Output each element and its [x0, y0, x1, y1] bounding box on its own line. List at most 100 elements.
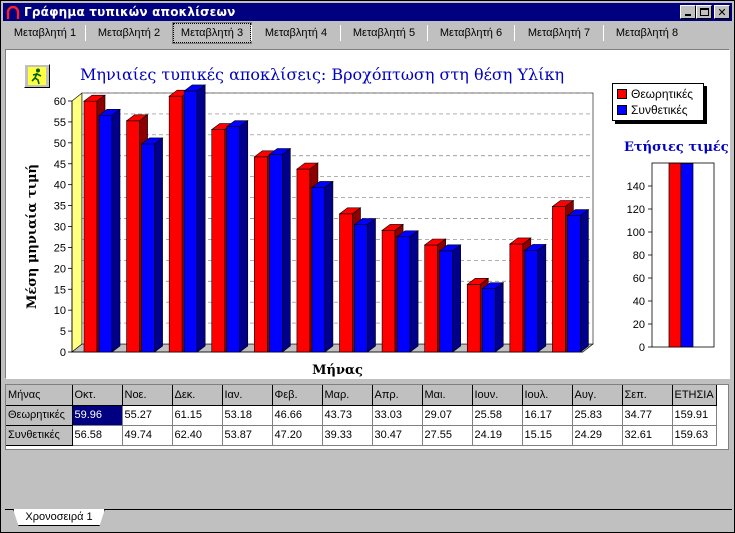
table-header-cell: Ιουν.	[472, 385, 523, 406]
bar-theoretical-front	[424, 244, 438, 353]
window-title: Γράφημα τυπικών αποκλίσεων	[24, 5, 236, 19]
legend-swatch-red	[617, 89, 627, 99]
bar-synthetic-front	[183, 90, 198, 353]
tab-variable-3[interactable]: Μεταβλητή 3	[172, 22, 252, 44]
values-grid[interactable]: Μήνας Οκτ. Νοε. Δεκ. Ιαν. Φεβ. Μαρ. Απρ. Μαι. Ιου…	[5, 384, 729, 450]
table-header-cell: Μαρ.	[322, 385, 373, 406]
running-person-icon	[28, 67, 46, 85]
bar-synthetic	[98, 108, 121, 353]
chart-title: Μηνιαίες τυπικές αποκλίσεις: Βροχόπτωση …	[80, 65, 565, 84]
values-table: Μήνας Οκτ. Νοε. Δεκ. Ιαν. Φεβ. Μαρ. Απρ. Μαι. Ιου…	[6, 385, 717, 446]
close-button[interactable]: ✕	[714, 5, 730, 19]
legend-item-theoretical: Θεωρητικές	[617, 86, 699, 102]
maximize-icon	[699, 8, 709, 16]
bar-theoretical-front	[168, 95, 183, 353]
table-cell[interactable]: 33.03	[372, 405, 423, 426]
table-header-cell: Ιαν.	[222, 385, 273, 406]
table-header-cell: Μήνας	[6, 385, 73, 406]
bar-synthetic-front	[354, 224, 368, 353]
table-cell[interactable]: 15.15	[522, 425, 573, 446]
annual-y-tick-label: 40	[633, 296, 645, 308]
table-cell[interactable]: 34.77	[622, 405, 673, 426]
table-cell[interactable]: 49.74	[122, 425, 173, 446]
legend-swatch-blue	[617, 105, 627, 115]
table-cell[interactable]: 24.29	[572, 425, 623, 446]
table-cell[interactable]: 25.58	[472, 405, 523, 426]
chart-canvas: 0 5 10 15 20 25 30 35 40 45 50 55 60 Μήνας Μέση μηνιαί…	[25, 84, 715, 378]
bar-synthetic	[183, 84, 207, 353]
table-cell[interactable]: 55.27	[122, 405, 173, 426]
title-bar[interactable]: Γράφημα τυπικών αποκλίσεων ✕	[3, 3, 732, 21]
table-cell[interactable]: 56.58	[72, 425, 123, 446]
y-tick-label: 60	[54, 96, 66, 108]
table-row: Συνθετικές 56.58 49.74 62.40 53.87 47.20 39.33…	[6, 425, 717, 446]
table-cell[interactable]: 47.20	[272, 425, 323, 446]
bar-synthetic	[353, 217, 377, 353]
legend: Θεωρητικές Συνθετικές	[612, 83, 704, 121]
table-cell[interactable]: 43.73	[322, 405, 373, 426]
tab-variable-7[interactable]: Μεταβλητή 7	[527, 27, 591, 39]
tab-variable-6[interactable]: Μεταβλητή 6	[439, 27, 503, 39]
bar-theoretical-front	[254, 156, 268, 353]
table-header-row: Μήνας Οκτ. Νοε. Δεκ. Ιαν. Φεβ. Μαρ. Απρ. Μαι. Ιου…	[6, 385, 717, 406]
table-cell[interactable]: 53.18	[222, 405, 273, 426]
table-cell[interactable]: 25.83	[572, 405, 623, 426]
table-cell[interactable]: 59.96	[72, 405, 123, 426]
table-cell[interactable]: 39.33	[322, 425, 373, 446]
bar-synthetic-front	[98, 115, 113, 353]
close-icon: ✕	[717, 5, 727, 19]
bar-synthetic-side	[196, 84, 206, 353]
legend-label-theoretical: Θεωρητικές	[631, 87, 694, 101]
bar-synthetic-side	[324, 180, 334, 353]
bar-synthetic-side	[580, 208, 589, 353]
bar-synthetic-front	[439, 250, 453, 353]
variable-tabs: Μεταβλητή 1 Μεταβλητή 2 Μεταβλητή 3 Μεταβλη…	[5, 22, 690, 45]
table-cell[interactable]: 61.15	[172, 405, 223, 426]
bar-synthetic	[311, 180, 334, 353]
table-header-cell: Δεκ.	[172, 385, 223, 406]
bar-synthetic-front	[481, 288, 496, 353]
bar-synthetic-side	[111, 108, 121, 353]
bar-synthetic-front	[141, 143, 155, 353]
sheet-tab-timeseries-1[interactable]: Χρονοσειρά 1	[13, 509, 105, 526]
table-cell[interactable]: 16.17	[522, 405, 573, 426]
empty-area	[5, 453, 729, 509]
legend-label-synthetic: Συνθετικές	[631, 103, 688, 117]
tab-variable-8[interactable]: Μεταβλητή 8	[615, 27, 679, 39]
bar-synthetic-front	[269, 154, 283, 353]
table-cell[interactable]: 62.40	[172, 425, 223, 446]
table-cell[interactable]: 46.66	[272, 405, 323, 426]
bar-synthetic	[140, 137, 164, 353]
tab-variable-1[interactable]: Μεταβλητή 1	[13, 27, 77, 39]
table-header-cell: Ιουλ.	[522, 385, 573, 406]
table-cell[interactable]: 29.07	[422, 405, 473, 426]
bar-synthetic-side	[452, 244, 461, 353]
maximize-button[interactable]	[696, 5, 712, 19]
sheet-tab-strip: Χρονοσειρά 1	[5, 509, 732, 529]
table-cell[interactable]: 32.61	[622, 425, 673, 446]
bar-synthetic-side	[537, 243, 547, 353]
table-cell[interactable]: 159.91	[672, 405, 717, 426]
bar-theoretical-front	[381, 230, 396, 353]
run-button[interactable]	[24, 64, 50, 88]
minimize-button[interactable]	[680, 5, 696, 19]
y-axis-label: Μέση μηνιαία τιμή	[25, 164, 40, 309]
table-cell[interactable]: 159.63	[672, 425, 717, 446]
table-cell[interactable]: 30.47	[372, 425, 423, 446]
tab-variable-2[interactable]: Μεταβλητή 2	[97, 27, 161, 39]
bar-theoretical-front	[552, 206, 566, 353]
table-cell[interactable]: 53.87	[222, 425, 273, 446]
table-header-cell: Σεπ.	[622, 385, 673, 406]
table-cell[interactable]: 24.19	[472, 425, 523, 446]
bar-theoretical-front	[211, 129, 226, 353]
table-row-label: Θεωρητικές	[6, 405, 73, 426]
tab-variable-4[interactable]: Μεταβλητή 4	[264, 27, 328, 39]
tab-variable-5[interactable]: Μεταβλητή 5	[352, 27, 416, 39]
app-arch-icon	[5, 5, 21, 19]
table-cell[interactable]: 27.55	[422, 425, 473, 446]
tab-separator	[172, 25, 173, 41]
y-tick-label: 30	[54, 222, 66, 234]
bar-synthetic-side	[409, 230, 419, 353]
bar-synthetic	[438, 244, 462, 353]
